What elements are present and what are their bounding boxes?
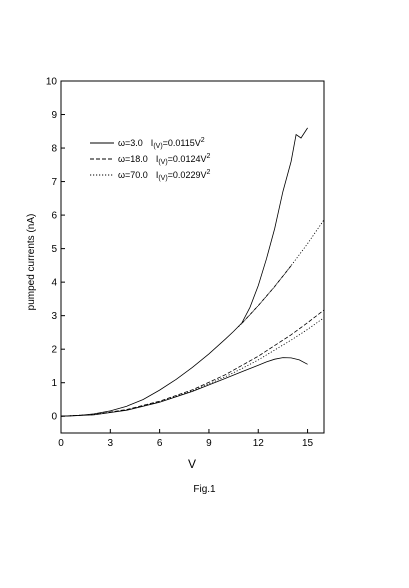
y-tick-label: 10 bbox=[46, 77, 58, 88]
y-tick-label: 0 bbox=[51, 412, 57, 423]
series-line-3 bbox=[60, 309, 325, 417]
y-tick-label: 9 bbox=[51, 110, 57, 121]
y-tick-label: 1 bbox=[51, 378, 57, 389]
series-line-1 bbox=[60, 127, 308, 417]
series-line-5 bbox=[238, 219, 325, 327]
y-tick-label: 5 bbox=[51, 244, 57, 255]
x-tick-label: 6 bbox=[157, 438, 163, 449]
x-tick-label: 15 bbox=[302, 438, 314, 449]
y-tick-label: 6 bbox=[51, 211, 57, 222]
series-line-4 bbox=[60, 317, 325, 417]
legend-entry-1: ω=3.0 I(V)=0.0115V2 bbox=[118, 137, 205, 150]
x-tick-label: 3 bbox=[108, 438, 114, 449]
series-line-2 bbox=[60, 357, 308, 417]
series-line-6 bbox=[241, 265, 292, 324]
y-tick-label: 3 bbox=[51, 311, 57, 322]
x-tick-label: 9 bbox=[206, 438, 212, 449]
y-tick-label: 8 bbox=[51, 144, 57, 155]
plot-frame bbox=[60, 80, 325, 434]
x-tick-label: 12 bbox=[253, 438, 265, 449]
y-axis-label: pumped currents (nA) bbox=[26, 214, 37, 311]
legend: ω=3.0 I(V)=0.0115V2 ω=18.0 I(V)=0.0124V2 ω=7… bbox=[90, 137, 210, 182]
legend-entry-3: ω=70.0 I(V)=0.0229V2 bbox=[118, 169, 210, 182]
y-tick-label: 7 bbox=[51, 177, 57, 188]
figure-caption: Fig.1 bbox=[193, 484, 216, 495]
plot-lines bbox=[60, 127, 325, 417]
y-tick-label: 4 bbox=[51, 278, 57, 289]
y-tick-label: 2 bbox=[51, 345, 57, 356]
legend-entry-2: ω=18.0 I(V)=0.0124V2 bbox=[118, 153, 210, 166]
x-axis-label: V bbox=[188, 457, 196, 471]
x-tick-label: 0 bbox=[58, 438, 64, 449]
